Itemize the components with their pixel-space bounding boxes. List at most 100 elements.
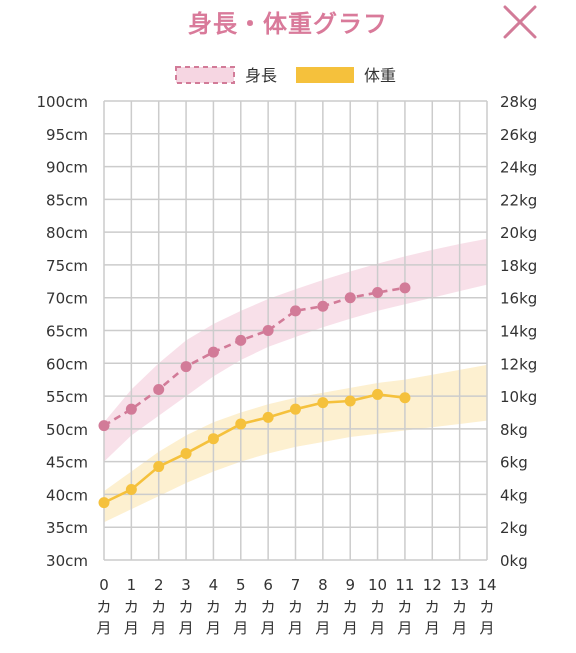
y-left-tick-label: 95cm — [46, 126, 88, 144]
x-tick-unit: カ — [151, 598, 166, 616]
height-data-point — [372, 286, 384, 298]
x-tick-label: 1 — [127, 576, 137, 594]
weight-data-point — [290, 403, 301, 415]
header: 身長・体重グラフ — [0, 0, 576, 46]
x-tick-unit: 月 — [397, 619, 412, 637]
x-tick-unit: 月 — [425, 619, 440, 637]
x-tick-unit: カ — [479, 598, 494, 616]
weight-data-point — [262, 411, 274, 423]
y-left-tick-label: 35cm — [46, 519, 88, 537]
x-tick-unit: 月 — [206, 619, 221, 637]
x-tick-unit: 月 — [343, 619, 358, 637]
x-tick-unit: カ — [425, 598, 440, 616]
page-title: 身長・体重グラフ — [188, 10, 388, 38]
x-tick-unit: 月 — [452, 619, 467, 637]
weight-data-point — [125, 484, 137, 496]
weight-data-point — [344, 395, 356, 407]
x-tick-unit: カ — [96, 598, 111, 616]
height-data-point — [235, 334, 247, 346]
x-tick-label: 14 — [477, 576, 496, 594]
weight-data-point — [207, 433, 219, 445]
x-tick-label: 2 — [154, 576, 164, 594]
x-tick-unit: 月 — [96, 619, 111, 637]
weight-data-point — [235, 418, 247, 430]
x-tick-unit: 月 — [151, 619, 166, 637]
x-tick-unit: カ — [343, 598, 358, 616]
x-tick-label: 5 — [236, 576, 246, 594]
close-icon[interactable] — [500, 2, 540, 42]
x-tick-label: 11 — [395, 576, 414, 594]
y-left-tick-label: 80cm — [46, 224, 88, 242]
x-tick-unit: カ — [397, 598, 412, 616]
x-tick-label: 7 — [291, 576, 301, 594]
x-tick-unit: カ — [288, 598, 303, 616]
legend-height-label: 身長 — [245, 66, 277, 85]
x-tick-label: 4 — [209, 576, 219, 594]
x-tick-unit: カ — [315, 598, 330, 616]
x-tick-label: 13 — [450, 576, 469, 594]
x-tick-label: 6 — [263, 576, 273, 594]
weight-data-point — [317, 397, 329, 409]
weight-data-point — [98, 497, 110, 509]
legend-weight-swatch — [296, 67, 354, 83]
x-tick-unit: カ — [261, 598, 276, 616]
weight-data-point — [372, 388, 384, 400]
y-right-tick-label: 6kg — [500, 454, 528, 472]
legend-weight-label: 体重 — [364, 66, 396, 85]
y-right-tick-label: 20kg — [500, 224, 537, 242]
x-tick-unit: カ — [370, 598, 385, 616]
x-tick-unit: 月 — [179, 619, 194, 637]
x-tick-label: 12 — [423, 576, 442, 594]
legend-height-swatch — [175, 66, 235, 84]
x-tick-unit: カ — [233, 598, 248, 616]
x-tick-unit: 月 — [370, 619, 385, 637]
y-left-tick-label: 55cm — [46, 388, 88, 406]
height-data-point — [399, 282, 411, 294]
height-data-point — [290, 305, 301, 317]
y-left-tick-label: 90cm — [46, 159, 88, 177]
height-data-point — [344, 292, 356, 304]
y-left-tick-label: 40cm — [46, 486, 88, 504]
y-right-tick-label: 26kg — [500, 126, 537, 144]
weight-data-point — [153, 461, 165, 473]
height-data-point — [153, 384, 165, 396]
y-left-tick-label: 75cm — [46, 257, 88, 275]
x-tick-label: 3 — [181, 576, 191, 594]
y-right-tick-label: 12kg — [500, 355, 537, 373]
x-tick-unit: カ — [206, 598, 221, 616]
y-right-tick-label: 2kg — [500, 519, 528, 537]
height-data-point — [98, 420, 110, 432]
height-data-point — [262, 325, 274, 336]
weight-data-point — [180, 447, 192, 459]
y-right-tick-label: 18kg — [500, 257, 537, 275]
close-button[interactable] — [500, 2, 540, 42]
y-left-tick-label: 50cm — [46, 421, 88, 439]
y-left-tick-label: 85cm — [46, 191, 88, 209]
x-tick-unit: 月 — [315, 619, 330, 637]
x-tick-unit: 月 — [261, 619, 276, 637]
weight-data-point — [399, 392, 411, 404]
y-right-tick-label: 28kg — [500, 93, 537, 111]
y-right-tick-label: 22kg — [500, 191, 537, 209]
x-tick-unit: カ — [179, 598, 194, 616]
y-right-tick-label: 14kg — [500, 323, 537, 341]
height-data-point — [125, 403, 137, 415]
y-left-tick-label: 65cm — [46, 323, 88, 341]
x-tick-unit: 月 — [288, 619, 303, 637]
y-right-tick-label: 0kg — [500, 552, 528, 570]
y-left-tick-label: 70cm — [46, 290, 88, 308]
height-percentile-band — [104, 238, 487, 462]
x-tick-unit: 月 — [479, 619, 494, 637]
x-tick-unit: カ — [452, 598, 467, 616]
y-left-tick-label: 30cm — [46, 552, 88, 570]
y-right-tick-label: 24kg — [500, 159, 537, 177]
x-tick-label: 0 — [99, 576, 109, 594]
x-tick-label: 9 — [345, 576, 355, 594]
x-tick-unit: 月 — [124, 619, 139, 637]
x-tick-label: 10 — [368, 576, 387, 594]
y-left-tick-label: 60cm — [46, 355, 88, 373]
height-data-point — [207, 346, 219, 358]
y-left-tick-label: 100cm — [37, 93, 89, 111]
x-tick-unit: 月 — [233, 619, 248, 637]
